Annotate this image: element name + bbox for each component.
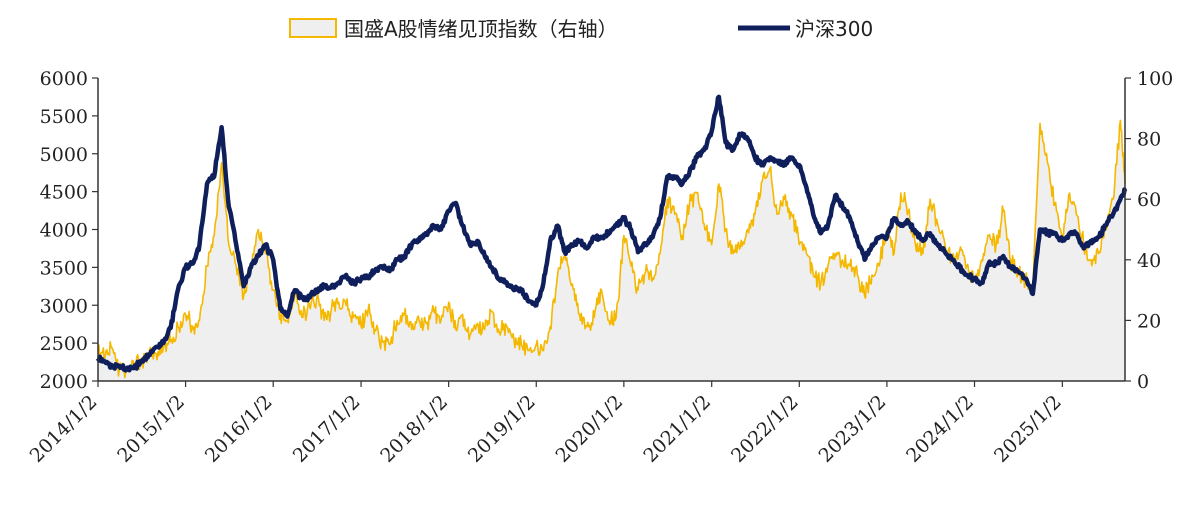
x-tick-label: 2025/1/2 <box>990 391 1066 467</box>
y-right-tick-label: 0 <box>1137 371 1149 393</box>
legend-label-csi300: 沪深300 <box>795 17 873 41</box>
y-right-tick-label: 80 <box>1137 129 1161 151</box>
x-tick-label: 2019/1/2 <box>464 391 540 467</box>
x-tick-label: 2024/1/2 <box>902 391 978 467</box>
legend-swatch-sentiment <box>289 18 337 38</box>
y-left-tick-label: 4500 <box>40 182 88 204</box>
x-tick-label: 2021/1/2 <box>639 391 715 467</box>
x-tick-label: 2023/1/2 <box>815 391 891 467</box>
legend: 国盛A股情绪见顶指数（右轴） 沪深300 <box>289 17 873 41</box>
sentiment-line <box>97 119 1126 379</box>
legend-label-sentiment: 国盛A股情绪见顶指数（右轴） <box>344 17 618 41</box>
y-left-tick-label: 6000 <box>40 68 88 90</box>
x-tick-label: 2016/1/2 <box>201 391 277 467</box>
sentiment-area <box>98 120 1125 382</box>
y-left-tick-label: 3000 <box>40 295 88 317</box>
x-tick-label: 2015/1/2 <box>113 391 189 467</box>
sentiment-area-layer <box>98 120 1125 382</box>
y-left-tick-label: 5500 <box>40 106 88 128</box>
y-right-tick-label: 60 <box>1137 189 1161 211</box>
y-left-tick-label: 2500 <box>40 333 88 355</box>
x-tick-label: 2014/1/2 <box>26 391 102 467</box>
x-tick-label: 2020/1/2 <box>551 391 627 467</box>
y-right-tick-label: 100 <box>1137 68 1173 90</box>
y-left-tick-label: 5000 <box>40 144 88 166</box>
x-tick-label: 2017/1/2 <box>289 391 365 467</box>
x-tick-label: 2022/1/2 <box>727 391 803 467</box>
series-lines-layer <box>95 94 1128 379</box>
y-right-tick-label: 40 <box>1137 250 1161 272</box>
csi300-line <box>95 94 1128 373</box>
y-left-tick-label: 3500 <box>40 257 88 279</box>
y-left-tick-label: 2000 <box>40 371 88 393</box>
y-right-tick-label: 20 <box>1137 310 1161 332</box>
x-tick-label: 2018/1/2 <box>376 391 452 467</box>
y-left-tick-label: 4000 <box>40 220 88 242</box>
